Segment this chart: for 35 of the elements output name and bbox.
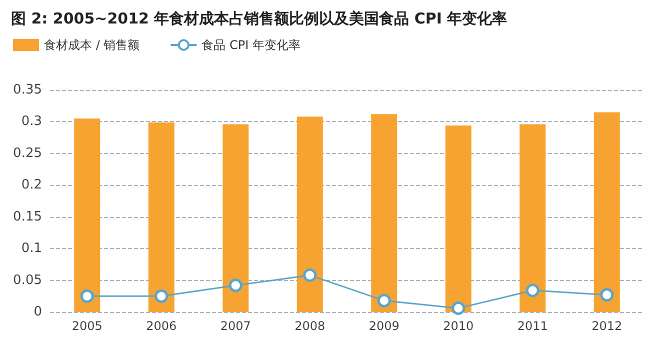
bar bbox=[74, 118, 100, 312]
x-tick-label: 2005 bbox=[72, 319, 102, 333]
x-tick-label: 2006 bbox=[146, 319, 177, 333]
bar bbox=[371, 114, 398, 312]
chart-title: 图 2: 2005~2012 年食材成本占销售额比例以及美国食品 CPI 年变化率 bbox=[11, 10, 508, 28]
point bbox=[600, 288, 614, 302]
bar bbox=[296, 116, 323, 312]
x-tick-label: 2012 bbox=[592, 319, 622, 333]
point bbox=[526, 284, 540, 298]
x-tick-label: 2011 bbox=[517, 319, 548, 333]
x-tick-label: 2007 bbox=[220, 319, 251, 333]
point bbox=[80, 289, 94, 303]
y-tick-label: 0.05 bbox=[13, 272, 42, 288]
point bbox=[303, 268, 317, 282]
y-tick-label: 0.35 bbox=[13, 82, 42, 98]
y-tick-label: 0.25 bbox=[13, 146, 42, 161]
legend-label: 食品 CPI 年变化率 bbox=[202, 38, 300, 52]
x-tick-label: 2008 bbox=[294, 319, 326, 333]
y-tick-label: 0.2 bbox=[21, 178, 42, 193]
bar bbox=[445, 126, 472, 312]
y-tick-label: 0.3 bbox=[21, 114, 42, 130]
point bbox=[154, 289, 168, 303]
y-tick-label: 0 bbox=[34, 304, 42, 320]
bar bbox=[520, 124, 546, 312]
point bbox=[377, 294, 391, 308]
legend-label: 食材成本 / 销售额 bbox=[44, 38, 140, 52]
y-tick-label: 0.15 bbox=[13, 209, 42, 224]
y-tick-label: 0.1 bbox=[21, 241, 42, 256]
x-tick-label: 2009 bbox=[368, 319, 400, 333]
x-tick-label: 2010 bbox=[443, 319, 474, 333]
bar bbox=[594, 112, 620, 312]
bar bbox=[222, 124, 249, 312]
point bbox=[452, 301, 466, 315]
bar bbox=[148, 122, 174, 312]
point bbox=[228, 278, 242, 292]
